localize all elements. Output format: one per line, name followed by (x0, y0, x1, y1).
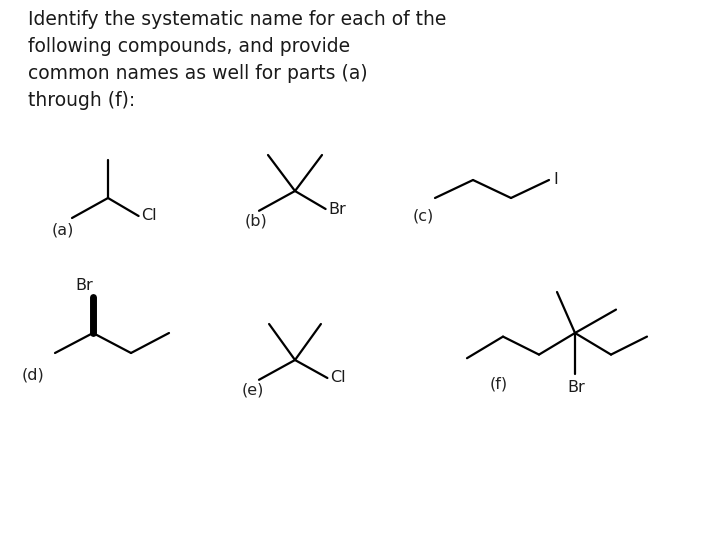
Text: Br: Br (75, 279, 93, 294)
Text: (a): (a) (52, 222, 74, 237)
Text: (b): (b) (245, 213, 268, 228)
Text: Br: Br (328, 201, 346, 217)
Text: Identify the systematic name for each of the: Identify the systematic name for each of… (28, 10, 446, 29)
Text: through (f):: through (f): (28, 91, 135, 110)
Text: Cl: Cl (142, 208, 157, 223)
Text: following compounds, and provide: following compounds, and provide (28, 37, 350, 56)
Text: (c): (c) (413, 208, 434, 223)
Text: common names as well for parts (a): common names as well for parts (a) (28, 64, 368, 83)
Text: I: I (553, 173, 558, 187)
Text: (f): (f) (490, 377, 508, 392)
Text: Br: Br (567, 379, 585, 394)
Text: Cl: Cl (330, 371, 346, 385)
Text: (d): (d) (22, 368, 45, 383)
Text: (e): (e) (242, 383, 264, 398)
